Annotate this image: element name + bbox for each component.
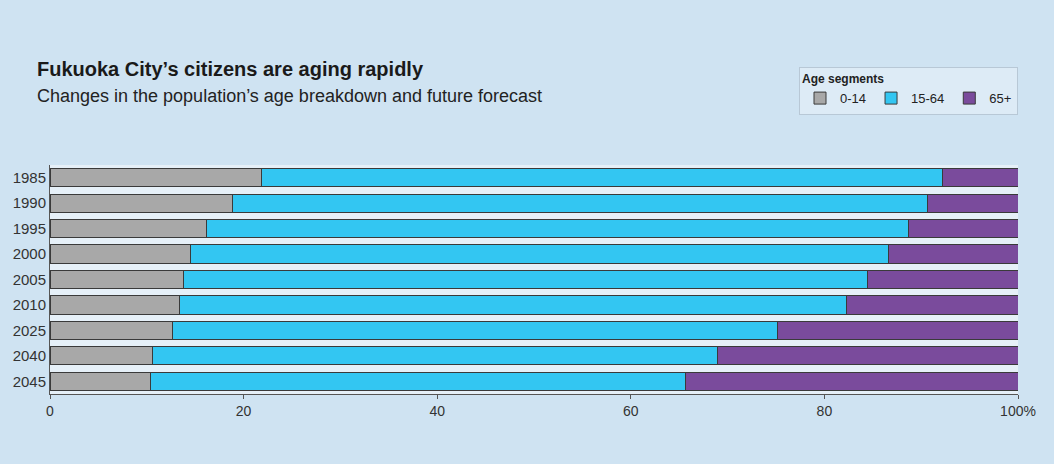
svg-text:15-64: 15-64 — [911, 91, 944, 106]
svg-text:20: 20 — [236, 403, 252, 419]
svg-text:40: 40 — [429, 403, 445, 419]
svg-text:60: 60 — [623, 403, 639, 419]
svg-text:2025: 2025 — [13, 322, 46, 339]
svg-text:1990: 1990 — [13, 194, 46, 211]
svg-text:1995: 1995 — [13, 220, 46, 237]
svg-text:2045: 2045 — [13, 373, 46, 390]
svg-text:1985: 1985 — [13, 169, 46, 186]
svg-text:100%: 100% — [1000, 403, 1036, 419]
svg-text:2040: 2040 — [13, 347, 46, 364]
svg-text:Changes in the population’s ag: Changes in the population’s age breakdow… — [37, 86, 542, 106]
svg-text:Age segments: Age segments — [802, 72, 884, 86]
svg-text:0: 0 — [46, 403, 54, 419]
svg-text:2000: 2000 — [13, 245, 46, 262]
svg-text:2005: 2005 — [13, 271, 46, 288]
svg-text:0-14: 0-14 — [840, 91, 866, 106]
svg-text:65+: 65+ — [989, 91, 1011, 106]
svg-text:80: 80 — [817, 403, 833, 419]
svg-text:2010: 2010 — [13, 296, 46, 313]
svg-text:Fukuoka City’s citizens are ag: Fukuoka City’s citizens are aging rapidl… — [37, 58, 424, 80]
